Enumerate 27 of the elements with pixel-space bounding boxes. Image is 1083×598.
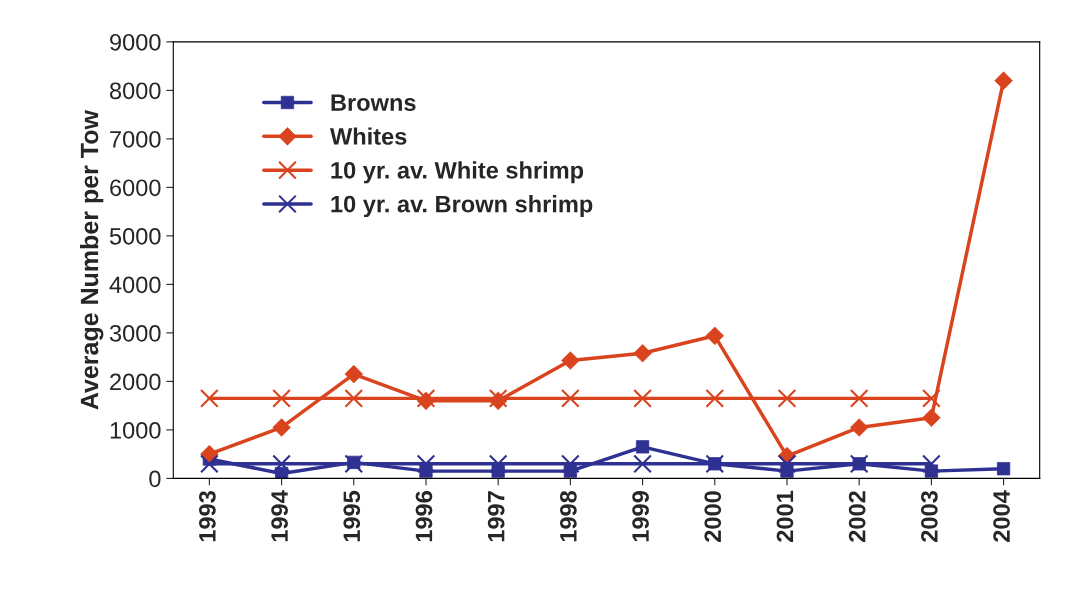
- y-tick-label: 8000: [109, 82, 161, 100]
- x-tick-label: 1994: [271, 490, 288, 542]
- legend-label: 10 yr. av. White shrimp: [331, 161, 584, 184]
- x-tick-label: 1998: [560, 490, 577, 542]
- y-tick-label: 9000: [110, 33, 161, 51]
- x-tick-label: 1995: [343, 490, 361, 542]
- x-tick-label: 2003: [921, 491, 938, 542]
- x-tick-label: 2000: [704, 491, 722, 542]
- y-tick-label: 4000: [109, 276, 161, 294]
- y-tick-label: 6000: [110, 179, 161, 197]
- y-tick-label: 0: [149, 470, 161, 488]
- x-tick-label: 1996: [415, 491, 433, 542]
- y-axis-title: Average Number per Tow: [79, 110, 104, 410]
- x-tick-label: 2001: [776, 490, 794, 542]
- y-tick-label: 2000: [110, 373, 161, 391]
- y-tick-label: 7000: [110, 130, 161, 148]
- x-tick-label: 1997: [487, 491, 505, 542]
- x-tick-label: 2002: [848, 491, 866, 542]
- legend-label: 10 yr. av. Brown shrimp: [331, 195, 593, 218]
- legend-label: Whites: [329, 127, 407, 145]
- x-tick-label: 2004: [993, 490, 1010, 542]
- y-tick-label: 1000: [110, 421, 161, 439]
- y-tick-label: 3000: [109, 324, 161, 342]
- x-tick-label: 1993: [199, 491, 216, 542]
- x-tick-label: 1999: [632, 491, 649, 542]
- y-tick-label: 5000: [109, 227, 161, 245]
- legend-label: Browns: [331, 94, 416, 112]
